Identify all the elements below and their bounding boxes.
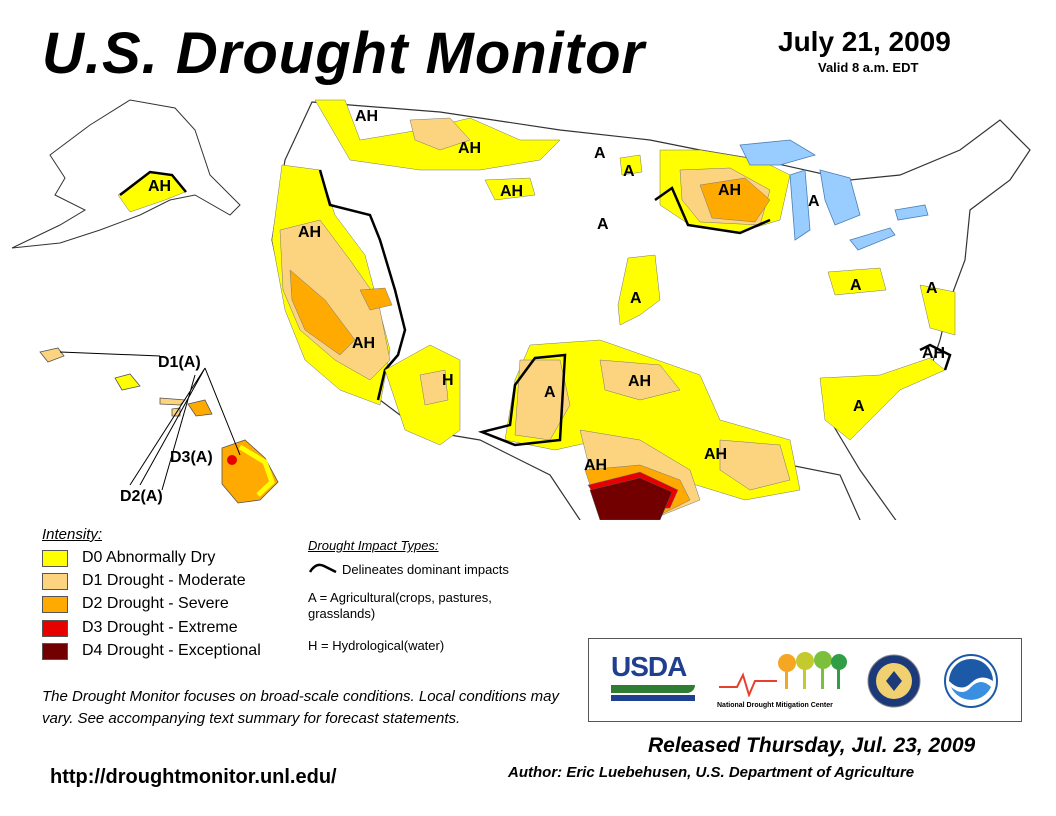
label-ah-nw: AH — [355, 108, 378, 125]
sw-d0 — [384, 344, 461, 446]
label-ah-nc: AH — [922, 345, 945, 362]
label-a-sd: A — [597, 216, 609, 233]
ndmc-label: National Drought Mitigation Center — [717, 702, 833, 709]
impact-types-title: Drought Impact Types: — [308, 538, 439, 553]
tx-d4 — [589, 477, 673, 520]
legend-swatch — [42, 642, 68, 660]
legend-item-d1: D1 Drought - Moderate — [42, 571, 246, 591]
impact-agricultural-cont: grasslands) — [308, 606, 376, 621]
west-d1 — [279, 219, 391, 381]
hawaii-kauai — [39, 347, 65, 363]
usda-logo: USDA — [611, 651, 695, 709]
label-ah-ok: AH — [628, 373, 651, 390]
lake-superior — [739, 139, 816, 166]
legend-item-d3: D3 Drought - Extreme — [42, 618, 238, 638]
lake-michigan — [789, 169, 811, 241]
valid-time: Valid 8 a.m. EDT — [818, 60, 919, 75]
label-ah-mt2: AH — [500, 183, 523, 200]
label-a-nd: A — [594, 145, 606, 162]
release-date: Released Thursday, Jul. 23, 2009 — [648, 734, 976, 757]
usda-wordmark: USDA — [611, 651, 687, 682]
oh-d0 — [827, 267, 887, 296]
hawaii-leader-lines — [59, 351, 241, 491]
nd-d0 — [619, 154, 643, 176]
hawaii-d3 — [227, 455, 237, 465]
ne-d0 — [617, 254, 661, 326]
label-a-ne: A — [630, 290, 642, 307]
impact-hydrological: H = Hydrological(water) — [308, 638, 445, 653]
west-d2-b — [359, 287, 393, 311]
impact-agricultural: A = Agricultural(crops, pastures, — [308, 590, 492, 605]
lake-erie — [849, 227, 896, 251]
nrockies-d1 — [409, 117, 471, 151]
label-a-va: A — [926, 280, 938, 297]
hawaii-oahu — [114, 373, 141, 391]
ok-d1 — [599, 359, 681, 401]
legend-swatch — [42, 595, 68, 613]
noaa-logo-icon — [944, 654, 998, 708]
nc-boundary — [919, 343, 952, 371]
drought-map: AH AH AH A A A AH A AH AH H A A AH A A A… — [11, 99, 1031, 520]
umidwest-boundary — [654, 186, 771, 235]
label-ah-mt: AH — [458, 140, 481, 157]
west-d2 — [289, 269, 356, 356]
label-ah-nv: AH — [352, 335, 375, 352]
sw-d1 — [419, 369, 449, 406]
website-link[interactable]: http://droughtmonitor.unl.edu/ — [50, 766, 337, 788]
boundary-line-icon — [308, 563, 337, 574]
label-ah-ca: AH — [298, 224, 321, 241]
legend-swatch — [42, 549, 68, 567]
legend-swatch — [42, 572, 68, 590]
se-d0 — [819, 357, 946, 441]
impact-delineates: Delineates dominant impacts — [342, 562, 509, 577]
umidwest-d2 — [699, 177, 771, 223]
label-ah-tx: AH — [584, 457, 607, 474]
hawaii-d0-ring — [238, 444, 275, 497]
legend-item-d4: D4 Drought - Exceptional — [42, 641, 261, 661]
hawaii-molokai — [159, 397, 186, 406]
label-a-nd2: A — [623, 163, 635, 180]
legend-label: D0 Abnormally Dry — [82, 549, 216, 566]
label-ah-ak: AH — [148, 178, 171, 195]
legend-label: D1 Drought - Moderate — [82, 572, 246, 589]
page-title: U.S. Drought Monitor — [42, 21, 646, 86]
west-boundary — [318, 169, 407, 401]
legend-item-d2: D2 Drought - Severe — [42, 594, 229, 614]
la-d1 — [719, 439, 791, 491]
label-hi-d2: D2(A) — [120, 488, 163, 505]
label-hi-d3: D3(A) — [170, 449, 213, 466]
legend-label: D4 Drought - Exceptional — [82, 642, 261, 659]
disclaimer-note: The Drought Monitor focuses on broad-sca… — [42, 688, 559, 727]
label-a-ga: A — [853, 398, 865, 415]
partner-logos: USDA National Drought Mitigation Center — [588, 638, 1022, 722]
legend-label: D2 Drought - Severe — [82, 595, 229, 612]
lake-ontario — [894, 204, 929, 221]
alaska-outline — [11, 99, 241, 249]
label-hi-d1: D1(A) — [158, 354, 201, 371]
legend-label: D3 Drought - Extreme — [82, 619, 238, 636]
ndmc-trees-icon — [719, 651, 847, 698]
lake-huron — [819, 169, 861, 226]
map-date: July 21, 2009 — [778, 26, 951, 57]
label-a-nm: A — [544, 384, 556, 401]
author: Author: Eric Luebehusen, U.S. Department… — [508, 764, 915, 781]
ndmc-logo: National Drought Mitigation Center — [717, 647, 849, 713]
label-a-oh: A — [850, 277, 862, 294]
mt-d0 — [484, 177, 536, 201]
legend-item-d0: D0 Abnormally Dry — [42, 548, 215, 568]
label-a-mi: A — [808, 193, 820, 210]
alaska-boundary — [119, 170, 187, 196]
label-ah-mn: AH — [718, 182, 741, 199]
commerce-seal-icon — [867, 654, 921, 708]
hawaii-maui — [187, 399, 213, 417]
legend-swatch — [42, 619, 68, 637]
label-h-ut: H — [442, 372, 454, 389]
nm-boundary — [477, 353, 567, 447]
va-d0 — [919, 284, 956, 336]
label-ah-la: AH — [704, 446, 727, 463]
legend-title: Intensity: — [42, 526, 103, 543]
